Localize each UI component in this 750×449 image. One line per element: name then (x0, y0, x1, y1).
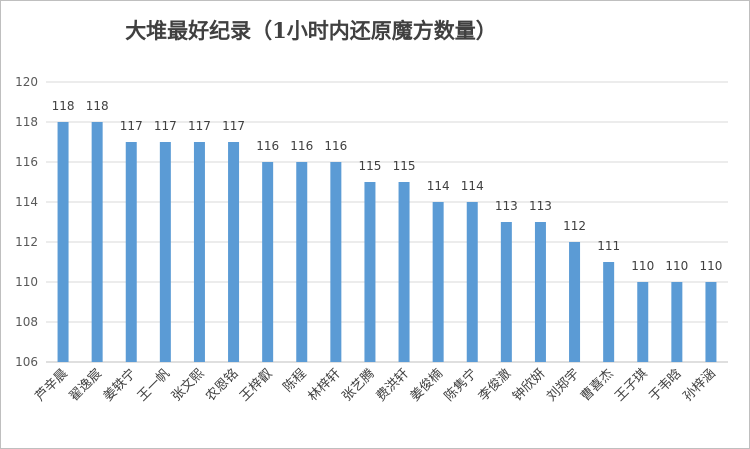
bar (466, 202, 478, 362)
category-label: 姜轶宁 (100, 366, 139, 405)
data-label: 115 (393, 159, 416, 173)
chart-title: 大堆最好纪录（1小时内还原魔方数量） (125, 18, 497, 43)
data-label: 117 (222, 119, 245, 133)
y-tick-label: 112 (15, 235, 38, 249)
y-tick-label: 116 (15, 155, 38, 169)
data-label: 117 (154, 119, 177, 133)
data-label: 118 (86, 99, 109, 113)
data-label: 114 (427, 179, 450, 193)
category-label: 林梓轩 (305, 366, 343, 404)
bars (57, 122, 717, 362)
category-label: 李俊澈 (475, 366, 514, 405)
data-label: 116 (256, 139, 279, 153)
data-label: 118 (52, 99, 75, 113)
bar (125, 142, 137, 362)
category-label: 张艺腾 (339, 366, 378, 405)
data-label: 112 (563, 219, 586, 233)
category-label: 于韦晗 (646, 366, 685, 405)
bar (364, 182, 376, 362)
y-tick-label: 110 (15, 275, 38, 289)
category-label: 张文熙 (169, 366, 207, 404)
data-labels: 118 118 117 117 117 117 116 116 116 115 115 114 114 1… (52, 99, 723, 273)
category-label: 农恩铭 (203, 366, 241, 404)
data-label: 110 (699, 259, 722, 273)
data-label: 113 (495, 199, 518, 213)
y-tick-label: 108 (15, 315, 38, 329)
gridlines (46, 81, 728, 363)
bar (569, 242, 581, 362)
bar (398, 182, 410, 362)
bar (603, 262, 615, 362)
bar (193, 142, 205, 362)
category-label: 王子琪 (612, 366, 650, 404)
y-tick-label: 120 (15, 75, 38, 89)
category-label: 曹喜杰 (578, 366, 616, 404)
data-label: 116 (290, 139, 313, 153)
y-tick-label: 114 (15, 195, 38, 209)
bar (159, 142, 171, 362)
y-tick-label: 106 (15, 355, 38, 369)
data-label: 114 (461, 179, 484, 193)
bar (296, 162, 308, 362)
category-label: 姜俊楠 (408, 366, 446, 404)
data-label: 117 (120, 119, 143, 133)
data-label: 116 (324, 139, 347, 153)
bar (91, 122, 103, 362)
data-label: 115 (358, 159, 381, 173)
data-label: 113 (529, 199, 552, 213)
category-label: 翟逸宸 (66, 366, 105, 405)
y-axis-ticks: 106 108 110 112 114 116 118 120 (15, 75, 38, 369)
category-label: 王一帆 (135, 366, 173, 404)
category-label: 芦辛晨 (33, 366, 71, 404)
bar (534, 222, 546, 362)
bar (57, 122, 69, 362)
category-label: 钟欣妍 (509, 366, 548, 405)
y-tick-label: 118 (15, 115, 38, 129)
category-label: 孙梓涵 (681, 366, 719, 404)
data-label: 110 (631, 259, 654, 273)
data-label: 117 (188, 119, 211, 133)
bar (262, 162, 274, 362)
category-label: 陈隽宁 (441, 366, 480, 405)
category-label: 费洪轩 (374, 366, 412, 404)
bar (432, 202, 444, 362)
category-label: 刘郑宇 (544, 366, 582, 404)
data-label: 111 (597, 239, 620, 253)
category-label: 王梓叡 (237, 366, 275, 404)
bar (228, 142, 240, 362)
bar (705, 282, 717, 362)
bar (671, 282, 683, 362)
bar (330, 162, 342, 362)
bar (500, 222, 512, 362)
bar (637, 282, 649, 362)
data-label: 110 (665, 259, 688, 273)
category-label: 陈程 (280, 366, 310, 396)
